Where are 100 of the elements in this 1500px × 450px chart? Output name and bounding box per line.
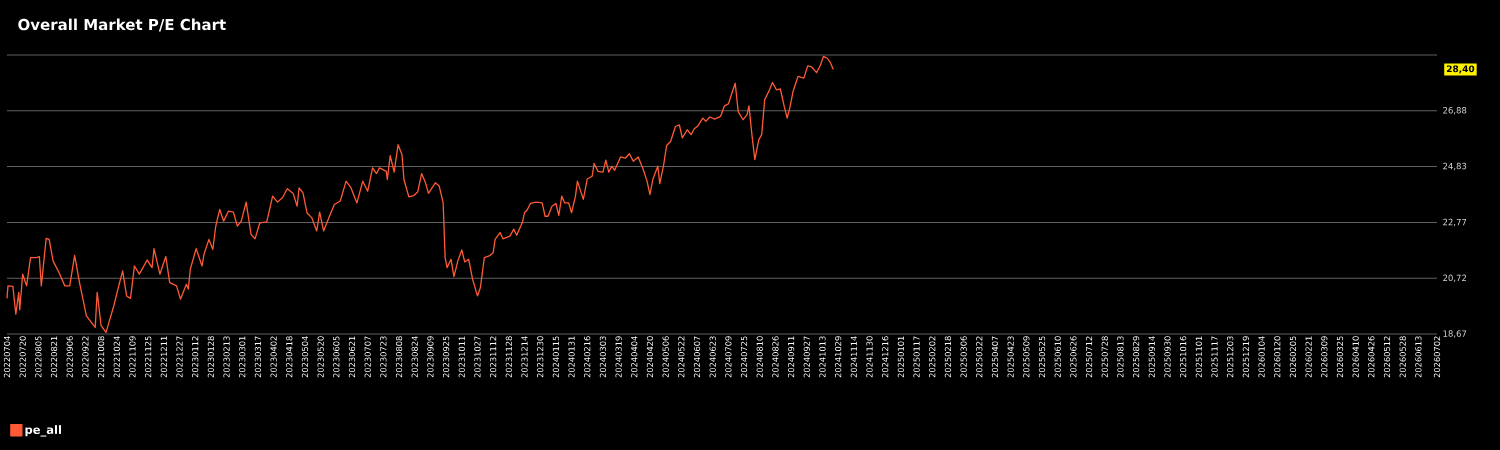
- x-tick-label: 20230504: [301, 336, 309, 378]
- x-tick-label: 20221008: [97, 336, 105, 378]
- x-tick-label: 20240623: [709, 336, 716, 378]
- y-tick-label: 24,83: [1443, 162, 1467, 171]
- x-tick-label: 20230301: [239, 336, 246, 378]
- x-tick-label: 20221211: [160, 336, 167, 378]
- x-tick-label: 20241029: [835, 336, 842, 378]
- y-tick-label: 18,67: [1443, 330, 1467, 338]
- x-tick-label: 20250509: [1023, 336, 1030, 378]
- x-tick-label: 20221125: [145, 336, 152, 378]
- x-tick-label: 20230112: [192, 336, 199, 378]
- x-tick-label: 20230418: [286, 336, 293, 378]
- x-tick-label: 20230402: [270, 336, 277, 378]
- x-tick-label: 20241216: [882, 336, 889, 378]
- x-tick-label: 20230605: [333, 336, 340, 378]
- y-tick-label: 22,77: [1443, 218, 1467, 227]
- x-tick-label: 20250626: [1070, 336, 1077, 378]
- x-tick-label: 20251219: [1242, 336, 1250, 378]
- x-tick-label: 20250423: [1007, 336, 1014, 378]
- x-tick-label: 20240216: [584, 336, 591, 378]
- x-tick-label: 20260120: [1274, 336, 1281, 378]
- x-tick-label: 20250813: [1117, 336, 1124, 378]
- line-series: [6, 55, 834, 334]
- x-tick-label: 20251117: [1211, 336, 1218, 378]
- x-tick-label: 20231128: [505, 336, 512, 378]
- x-tick-label: 20251101: [1195, 336, 1202, 378]
- x-tick-label: 20240404: [631, 336, 638, 378]
- x-tick-label: 20240522: [678, 336, 685, 378]
- x-tick-label: 20260426: [1368, 336, 1375, 378]
- x-tick-label: 20260104: [1258, 336, 1265, 378]
- x-tick-label: 20260309: [1321, 336, 1328, 378]
- x-tick-label: 20240506: [662, 336, 669, 378]
- x-tick-label: 20231214: [521, 336, 528, 378]
- x-tick-label: 20260325: [1336, 336, 1344, 378]
- x-tick-label: 20220906: [66, 336, 73, 378]
- x-tick-label: 20260205: [1289, 336, 1297, 378]
- x-tick-label: 20240709: [725, 336, 732, 378]
- x-tick-label: 20240725: [740, 336, 748, 378]
- x-tick-label: 20260702: [1433, 336, 1441, 378]
- x-tick-label: 20221024: [113, 336, 120, 378]
- x-tick-label: 20241013: [819, 336, 826, 378]
- x-tick-label: 20250117: [913, 336, 920, 378]
- x-tick-label: 20230925: [442, 336, 450, 378]
- x-tick-label: 20260528: [1399, 336, 1406, 378]
- x-tick-label: 20230213: [223, 336, 230, 378]
- x-tick-label: 20240826: [772, 336, 779, 378]
- x-tick-label: 20251203: [1227, 336, 1234, 378]
- x-tick-label: 20260613: [1415, 336, 1422, 378]
- x-tick-label: 20240303: [599, 336, 607, 378]
- x-tick-label: 20230520: [317, 336, 324, 378]
- x-tick-label: 20241114: [850, 336, 857, 378]
- x-tick-label: 20230128: [207, 336, 214, 378]
- x-tick-label: 20240420: [646, 336, 654, 378]
- x-tick-label: 20230723: [380, 336, 387, 378]
- x-tick-label: 20250914: [1148, 336, 1155, 378]
- chart-title: Overall Market P/E Chart: [18, 18, 226, 32]
- x-tick-label: 20250829: [1132, 336, 1140, 378]
- x-tick-label: 20250407: [991, 336, 999, 378]
- x-tick-label: 20231011: [458, 336, 465, 378]
- legend-label: pe_all: [25, 425, 61, 437]
- x-tick-label: 20240810: [756, 336, 763, 378]
- x-tick-label: 20230909: [427, 336, 434, 378]
- x-tick-label: 20220720: [19, 336, 26, 378]
- x-tick-label: 20230824: [411, 336, 418, 378]
- y-tick-label: 20,72: [1443, 274, 1467, 282]
- x-tick-label: 20260410: [1352, 336, 1359, 378]
- x-tick-label: 20231112: [490, 336, 497, 378]
- x-tick-label: 20221227: [176, 336, 183, 378]
- x-tick-label: 20250525: [1038, 336, 1046, 378]
- x-tick-label: 20231230: [537, 336, 544, 378]
- x-tick-label: 20250101: [897, 336, 905, 378]
- x-tick-label: 20231027: [474, 336, 481, 378]
- x-tick-label: 20250728: [1101, 336, 1108, 378]
- x-tick-label: 20220704: [3, 336, 11, 378]
- x-tick-label: 20240319: [615, 336, 622, 378]
- x-tick-label: 20250202: [929, 336, 936, 378]
- y-tick-label: 26,88: [1443, 107, 1467, 115]
- x-tick-label: 20240927: [803, 336, 810, 378]
- x-tick-label: 20240911: [787, 336, 795, 378]
- x-tick-label: 20240115: [552, 336, 559, 378]
- x-tick-label: 20260221: [1305, 336, 1312, 378]
- x-tick-label: 20220922: [82, 336, 89, 378]
- x-tick-label: 20250610: [1054, 336, 1061, 378]
- x-tick-label: 20230808: [395, 336, 403, 378]
- x-tick-label: 20250930: [1164, 336, 1171, 378]
- x-tick-label: 20220821: [50, 336, 58, 378]
- x-tick-label: 20240131: [568, 336, 575, 378]
- x-tick-label: 20230621: [348, 336, 356, 378]
- x-tick-label: 20221109: [129, 336, 136, 378]
- x-tick-label: 20250322: [976, 336, 983, 378]
- x-tick-label: 20230317: [254, 336, 262, 378]
- x-tick-label: 20250712: [1085, 336, 1093, 378]
- x-tick-label: 20260512: [1383, 336, 1391, 378]
- x-tick-label: 20251016: [1180, 336, 1187, 378]
- x-tick-label: 20250218: [944, 336, 952, 378]
- x-tick-label: 20250306: [960, 336, 967, 378]
- x-tick-label: 20220805: [35, 336, 42, 378]
- text: 28,40: [1446, 65, 1475, 74]
- x-tick-label: 20230707: [364, 336, 371, 378]
- x-tick-label: 20241130: [866, 336, 873, 378]
